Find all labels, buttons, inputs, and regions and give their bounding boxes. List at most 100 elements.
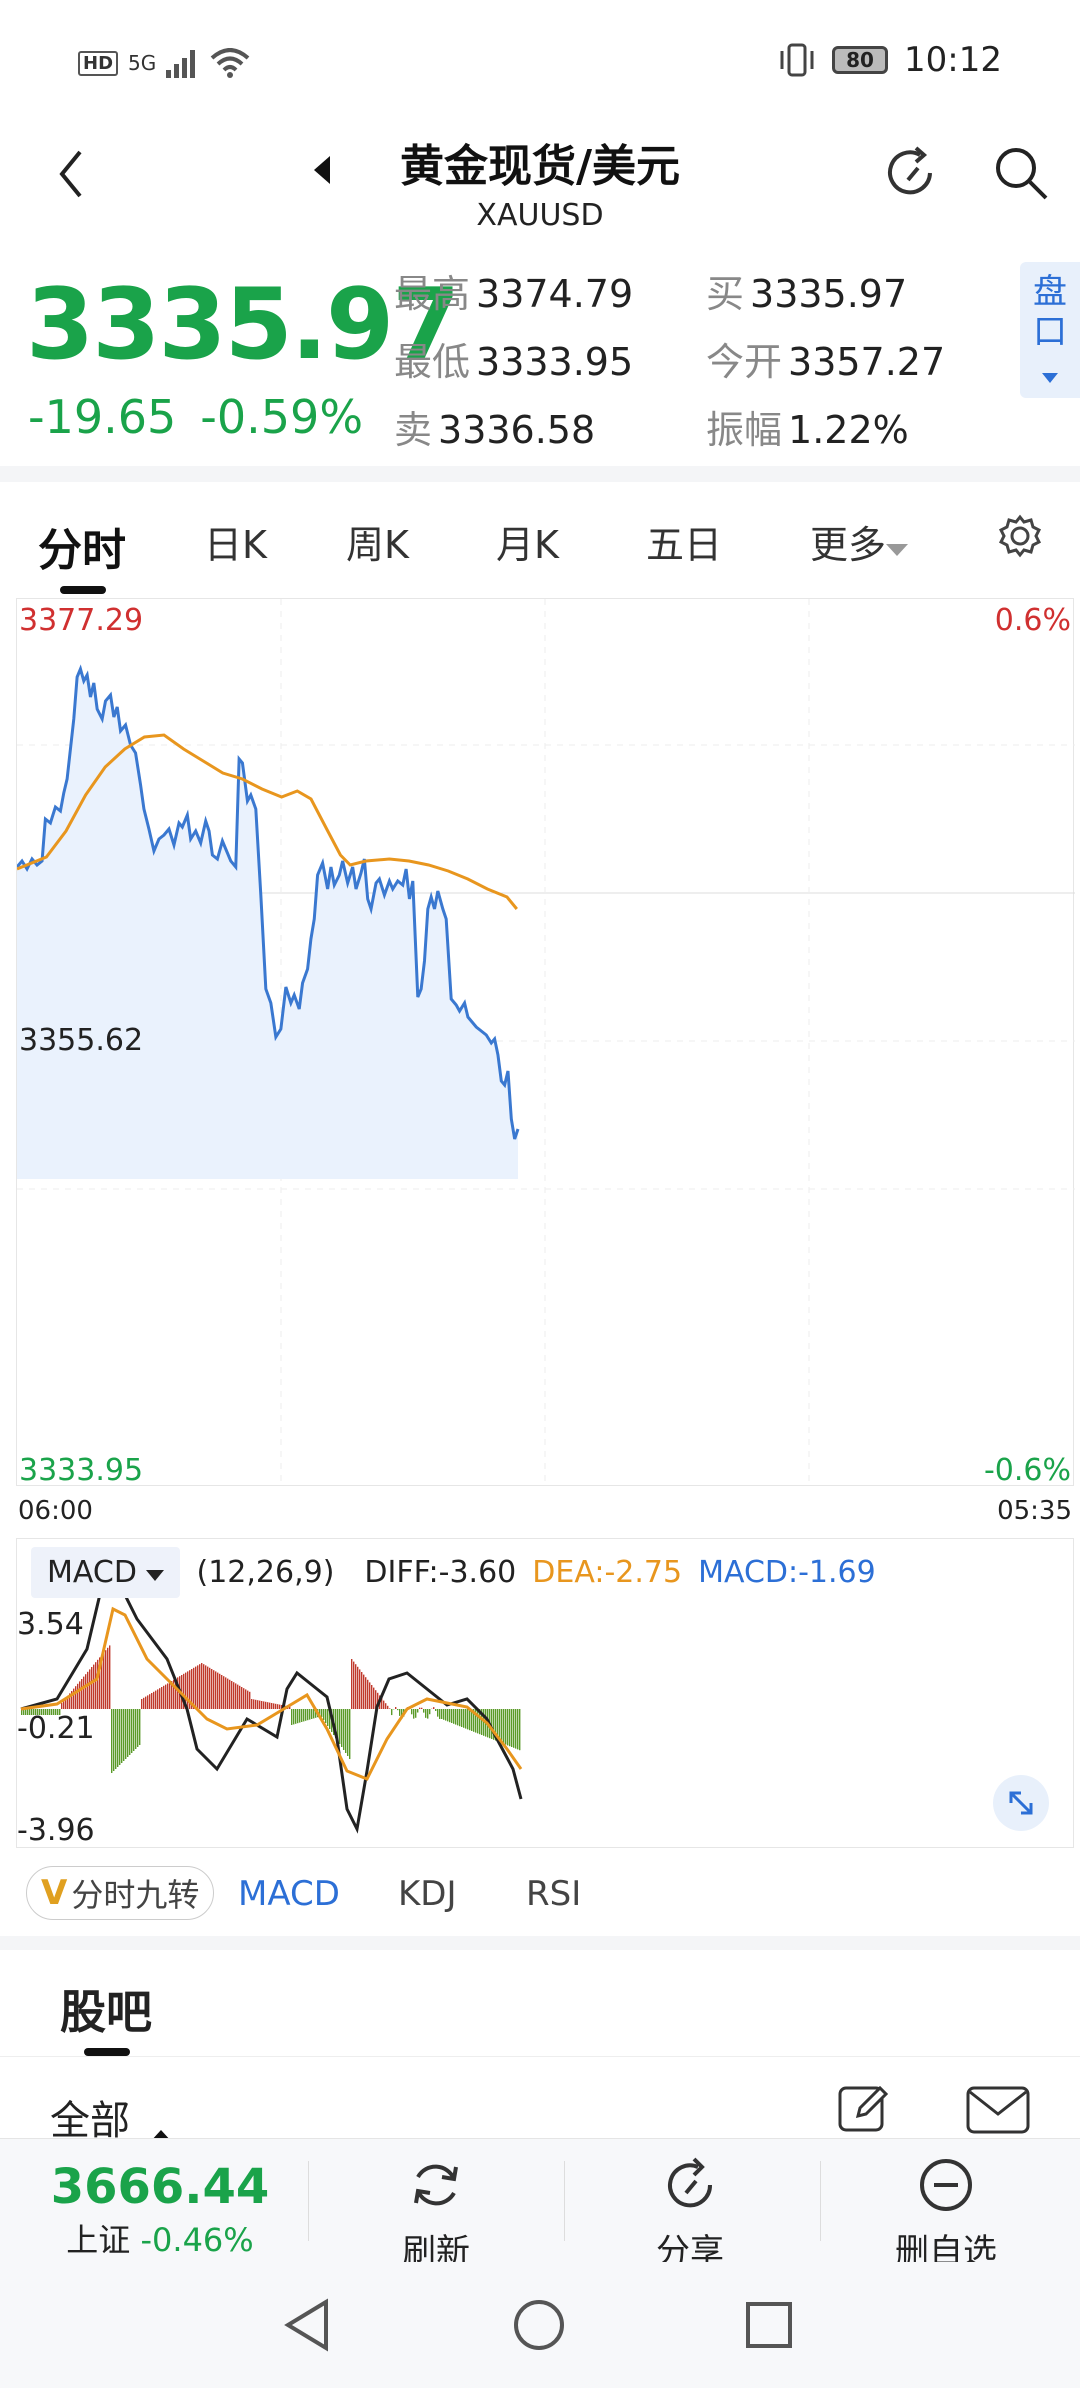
macd-bar — [309, 1709, 311, 1720]
share-icon — [668, 2157, 713, 2208]
macd-bar — [387, 1705, 389, 1709]
macd-bar — [27, 1709, 29, 1715]
back-icon[interactable] — [52, 144, 92, 204]
macd-bar — [95, 1662, 97, 1709]
edit-icon[interactable] — [836, 2080, 892, 2136]
caret-down-icon — [1042, 373, 1058, 383]
macd-bar — [301, 1709, 303, 1722]
macd-bar — [165, 1684, 167, 1709]
tab-monthly-k[interactable]: 月K — [496, 523, 559, 567]
macd-bar — [83, 1676, 85, 1709]
search-icon[interactable] — [990, 142, 1052, 204]
pankou-button[interactable]: 盘口 — [1020, 262, 1080, 398]
indicator-rsi[interactable]: RSI — [526, 1874, 582, 1914]
macd-bar — [273, 1703, 275, 1709]
jiuzhuan-button[interactable]: V 分时九转 — [26, 1866, 215, 1920]
battery-icon: 80 — [832, 46, 889, 74]
macd-bar — [473, 1709, 475, 1732]
macd-bar — [291, 1709, 293, 1725]
macd-bar — [203, 1664, 205, 1709]
macd-bar — [263, 1701, 265, 1709]
time-axis-start: 06:00 — [18, 1496, 93, 1526]
macd-bar — [253, 1699, 255, 1709]
macd-bar — [115, 1709, 117, 1769]
macd-bar — [503, 1709, 505, 1744]
macd-bar — [417, 1709, 419, 1713]
index-ticker[interactable]: 3666.44 上证 -0.46% — [30, 2139, 290, 2263]
macd-bar — [275, 1703, 277, 1709]
tab-intraday[interactable]: 分时 — [38, 525, 126, 576]
macd-bar — [151, 1693, 153, 1709]
caret-down-icon — [886, 544, 909, 556]
macd-bar — [213, 1670, 215, 1709]
tab-weekly-k[interactable]: 周K — [346, 523, 409, 567]
change-value: -19.65 — [28, 390, 177, 444]
macd-bar — [131, 1709, 133, 1753]
tab-more[interactable]: 更多 — [810, 514, 909, 569]
share-refresh-icon[interactable] — [880, 142, 942, 204]
macd-legend: MACD (12,26,9) DIFF:-3.60 DEA:-2.75 MACD… — [31, 1547, 876, 1598]
high-value: 3374.79 — [476, 272, 634, 316]
gear-icon[interactable] — [998, 514, 1042, 558]
macd-bar — [351, 1659, 353, 1709]
macd-bar — [37, 1709, 39, 1715]
high-label: 最高 — [394, 272, 471, 316]
macd-bar — [303, 1709, 305, 1722]
price-line-svg — [17, 664, 520, 1179]
macd-bar — [337, 1709, 339, 1741]
macd-bar — [49, 1709, 51, 1715]
indicator-macd[interactable]: MACD — [238, 1874, 340, 1914]
macd-bar — [215, 1671, 217, 1709]
macd-value: MACD:-1.69 — [698, 1555, 876, 1590]
prev-stock-icon[interactable] — [310, 150, 334, 190]
macd-bar — [321, 1709, 323, 1717]
y-axis-top-price: 3377.29 — [19, 603, 144, 638]
macd-bar — [383, 1700, 385, 1709]
indicator-kdj[interactable]: KDJ — [398, 1874, 457, 1914]
tab-daily-k[interactable]: 日K — [204, 523, 267, 567]
macd-bar — [481, 1709, 483, 1735]
macd-bar — [229, 1679, 231, 1709]
change-percent: -0.59% — [200, 390, 364, 444]
macd-bar — [515, 1709, 517, 1749]
macd-bar — [39, 1709, 41, 1715]
nav-recents-icon[interactable] — [744, 2300, 794, 2350]
share-button[interactable]: 分享 — [590, 2139, 790, 2272]
bottom-toolbar: 3666.44 上证 -0.46% 刷新 分享 删自选 — [0, 2138, 1080, 2272]
guba-title[interactable]: 股吧 — [60, 1985, 152, 2039]
macd-bar — [423, 1709, 425, 1713]
expand-button[interactable] — [993, 1775, 1049, 1831]
macd-bar — [427, 1709, 429, 1719]
macd-y-bottom: -3.96 — [17, 1813, 95, 1848]
macd-selector-label: MACD — [47, 1555, 137, 1590]
sell-value: 3336.58 — [438, 408, 596, 452]
nav-home-icon[interactable] — [512, 2298, 566, 2352]
macd-bar — [109, 1645, 111, 1709]
macd-bar — [445, 1709, 447, 1721]
filter-all[interactable]: 全部 — [50, 2098, 130, 2144]
macd-bar — [87, 1671, 89, 1709]
indicator-tabs: V 分时九转 MACD KDJ RSI — [0, 1860, 1080, 1930]
nav-back-icon[interactable] — [282, 2298, 332, 2352]
macd-bar — [339, 1709, 341, 1744]
mail-icon[interactable] — [966, 2086, 1030, 2134]
macd-bar — [105, 1650, 107, 1709]
remove-watchlist-button[interactable]: 删自选 — [846, 2139, 1046, 2272]
macd-bar — [497, 1709, 499, 1742]
refresh-button[interactable]: 刷新 — [336, 2139, 536, 2272]
macd-bar — [349, 1709, 351, 1759]
macd-selector[interactable]: MACD — [31, 1547, 181, 1598]
buy-label: 买 — [706, 272, 745, 316]
macd-bar — [191, 1669, 193, 1709]
intraday-chart[interactable]: 3377.29 3355.62 3333.95 0.6% -0.6% — [16, 598, 1075, 1488]
macd-chart[interactable]: MACD (12,26,9) DIFF:-3.60 DEA:-2.75 MACD… — [16, 1538, 1074, 1848]
macd-bar — [143, 1697, 145, 1709]
macd-bar — [281, 1705, 283, 1709]
macd-bar — [245, 1689, 247, 1709]
macd-bar — [221, 1675, 223, 1709]
macd-bar — [479, 1709, 481, 1735]
macd-bar — [163, 1685, 165, 1709]
macd-bar — [411, 1709, 413, 1715]
tab-five-day[interactable]: 五日 — [646, 523, 723, 567]
macd-bar — [359, 1669, 361, 1709]
